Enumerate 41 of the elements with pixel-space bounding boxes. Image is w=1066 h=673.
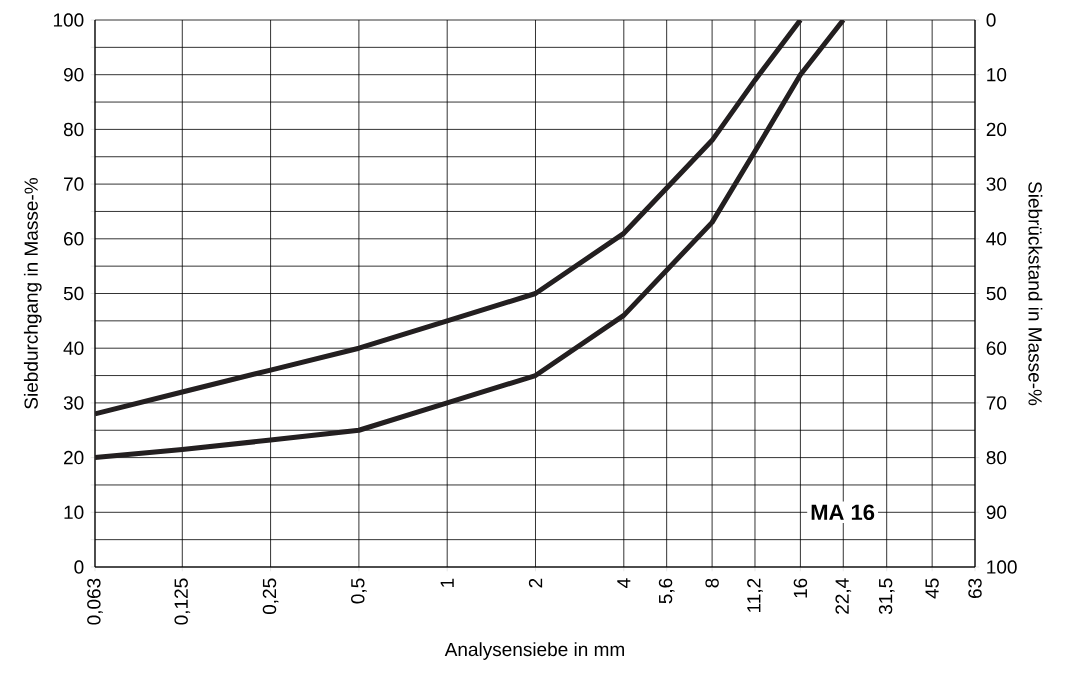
x-tick-label: 22,4 [835, 578, 852, 614]
x-tick-label: 4 [617, 578, 631, 588]
y2-tick-label: 70 [986, 396, 1007, 410]
x-tick-label: 11,2 [747, 578, 763, 612]
y2-axis-title: Siebrückstand in Masse-% [1028, 181, 1043, 406]
y2-tick-label: 20 [986, 122, 1007, 137]
y-tick-label: 70 [64, 177, 84, 191]
y-tick-label: 80 [63, 122, 84, 137]
y-axis-title: Siebdurchgang in Masse-% [23, 178, 42, 409]
x-tick-label: 5,6 [658, 578, 675, 604]
y-tick-label: 90 [63, 67, 84, 82]
y-tick-label: 60 [64, 232, 84, 246]
x-tick-label: 2 [528, 578, 543, 588]
y2-tick-label: 30 [986, 177, 1007, 191]
y2-tick-label: 50 [986, 286, 1007, 301]
y2-tick-label: 10 [987, 67, 1007, 82]
x-axis-title: Analysensiebe in mm [444, 642, 624, 660]
x-tick-label: 0,5 [351, 578, 367, 604]
y-tick-label: 50 [63, 286, 84, 301]
x-tick-label: 45 [925, 578, 939, 599]
y-tick-label: 10 [64, 505, 84, 520]
y2-tick-label: 90 [986, 505, 1007, 520]
y2-tick-label: 60 [986, 341, 1007, 355]
y-tick-label: 30 [63, 396, 84, 410]
y2-tick-label: 40 [986, 232, 1007, 246]
x-tick-label: 8 [705, 578, 719, 588]
y-tick-label: 20 [64, 450, 84, 465]
y2-tick-label: 100 [987, 560, 1017, 574]
y2-tick-label: 80 [986, 450, 1007, 465]
x-tick-label: 1 [440, 578, 454, 587]
x-tick-label: 63 [968, 578, 982, 598]
x-tick-label: 31,5 [878, 578, 895, 615]
y-tick-label: 0 [74, 560, 84, 574]
x-tick-label: 16 [793, 578, 808, 598]
annotation: MA 16 [811, 504, 875, 521]
y2-tick-label: 0 [986, 13, 996, 27]
y-tick-label: 40 [63, 341, 84, 355]
x-tick-label: 0,125 [174, 578, 191, 625]
x-tick-label: 0,25 [262, 578, 279, 615]
y-tick-label: 100 [53, 13, 84, 27]
x-tick-label: 0,063 [87, 578, 103, 625]
